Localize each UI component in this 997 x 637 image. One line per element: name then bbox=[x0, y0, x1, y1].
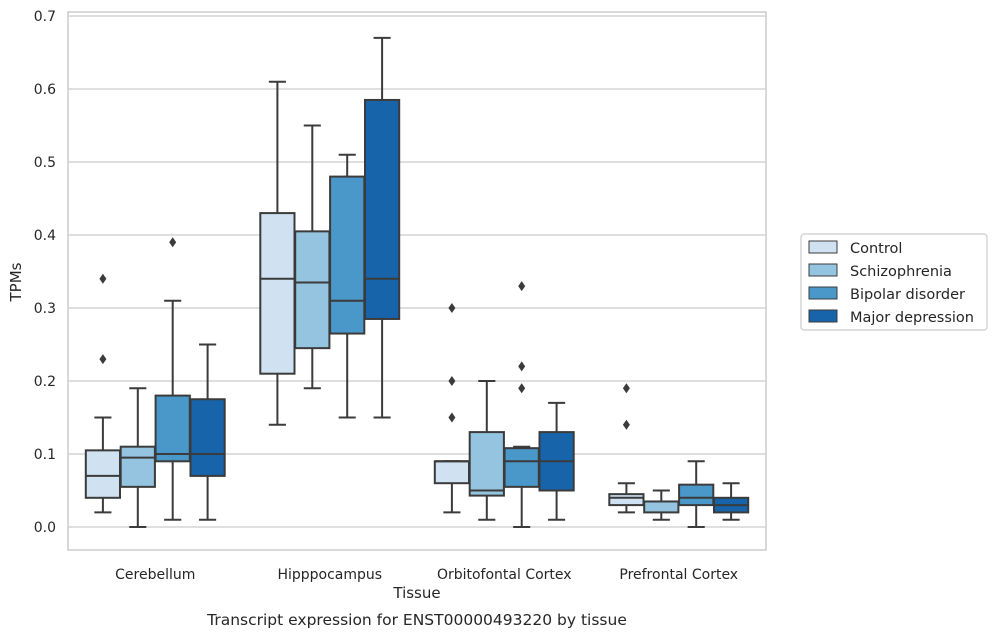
x-tick-labels: Cerebellum Hipppocampus Orbitofontal Corte… bbox=[115, 567, 738, 583]
legend-swatch bbox=[808, 309, 838, 323]
legend-swatch bbox=[808, 286, 838, 300]
legend-label: Schizophrenia bbox=[850, 264, 952, 280]
box-iqr bbox=[329, 175, 366, 335]
box-iqr bbox=[433, 460, 471, 485]
box-series bbox=[84, 36, 750, 528]
box bbox=[84, 273, 122, 514]
legend-frame bbox=[800, 233, 988, 331]
box-iqr bbox=[468, 431, 505, 497]
box-iqr bbox=[119, 445, 156, 488]
x-tick-label: Orbitofontal Cortex bbox=[437, 567, 572, 583]
box-iqr bbox=[503, 447, 540, 488]
box bbox=[678, 460, 715, 528]
series-control bbox=[84, 80, 645, 514]
legend-item: Major depression bbox=[808, 309, 974, 326]
y-tick-label: 0.7 bbox=[34, 9, 56, 25]
box-iqr bbox=[608, 493, 645, 507]
outlier-point bbox=[518, 383, 526, 394]
box bbox=[259, 80, 296, 426]
box-iqr bbox=[84, 449, 122, 499]
y-tick-label: 0.0 bbox=[34, 520, 56, 536]
box bbox=[608, 383, 645, 514]
series-schizophrenia bbox=[119, 124, 680, 528]
box-iqr bbox=[294, 230, 331, 350]
plot-frame bbox=[67, 11, 767, 551]
y-tick-label: 0.1 bbox=[34, 447, 56, 463]
outlier-point bbox=[518, 361, 526, 372]
legend-item: Schizophrenia bbox=[808, 263, 952, 280]
legend-swatch bbox=[808, 240, 838, 254]
x-tick-label: Prefrontal Cortex bbox=[619, 567, 738, 583]
box bbox=[119, 387, 156, 528]
box bbox=[503, 281, 540, 528]
box bbox=[433, 303, 471, 514]
y-tick-label: 0.5 bbox=[34, 155, 56, 171]
outlier-point bbox=[99, 354, 107, 365]
box bbox=[712, 482, 750, 521]
x-tick-label: Cerebellum bbox=[115, 567, 195, 583]
box-iqr bbox=[678, 483, 715, 507]
box-iqr bbox=[259, 212, 296, 375]
legend: Control Schizophrenia Bipolar disorder Majo… bbox=[800, 233, 988, 331]
x-tick-label: Hipppocampus bbox=[277, 567, 382, 583]
box bbox=[154, 237, 191, 521]
series-bipolar-disorder bbox=[154, 153, 715, 528]
box bbox=[468, 380, 505, 521]
legend-item: Control bbox=[808, 240, 902, 257]
box bbox=[189, 343, 226, 521]
box-iqr bbox=[643, 500, 680, 514]
x-axis-title: Tissue bbox=[392, 584, 440, 602]
y-tick-label: 0.3 bbox=[34, 301, 56, 317]
outlier-point bbox=[448, 376, 456, 386]
outlier-point bbox=[518, 281, 526, 292]
legend-label: Control bbox=[850, 241, 902, 257]
outlier-point bbox=[448, 412, 456, 423]
outlier-point bbox=[99, 273, 107, 284]
box bbox=[294, 124, 331, 390]
series-major-depression bbox=[189, 36, 750, 521]
outlier-point bbox=[622, 383, 630, 394]
y-tick-label: 0.6 bbox=[34, 82, 56, 98]
box bbox=[363, 36, 401, 419]
y-tick-label: 0.4 bbox=[34, 228, 56, 244]
box bbox=[643, 489, 680, 521]
legend-item: Bipolar disorder bbox=[808, 286, 965, 303]
y-tick-labels: 0.0 0.1 0.2 0.3 0.4 0.5 0.6 0.7 bbox=[34, 9, 56, 536]
y-tick-label: 0.2 bbox=[34, 374, 56, 390]
figure-caption: Transcript expression for ENST0000049322… bbox=[206, 611, 627, 629]
legend-swatch bbox=[808, 263, 838, 277]
box-iqr bbox=[189, 398, 226, 477]
outlier-point bbox=[622, 419, 630, 430]
outlier-point bbox=[448, 303, 456, 313]
box bbox=[538, 401, 575, 521]
y-axis-title: TPMs bbox=[7, 262, 25, 302]
box-iqr bbox=[363, 98, 401, 320]
box bbox=[329, 153, 366, 419]
legend-label: Bipolar disorder bbox=[850, 287, 965, 303]
legend-label: Major depression bbox=[850, 310, 974, 326]
box-iqr bbox=[154, 394, 191, 463]
outlier-point bbox=[169, 237, 177, 248]
